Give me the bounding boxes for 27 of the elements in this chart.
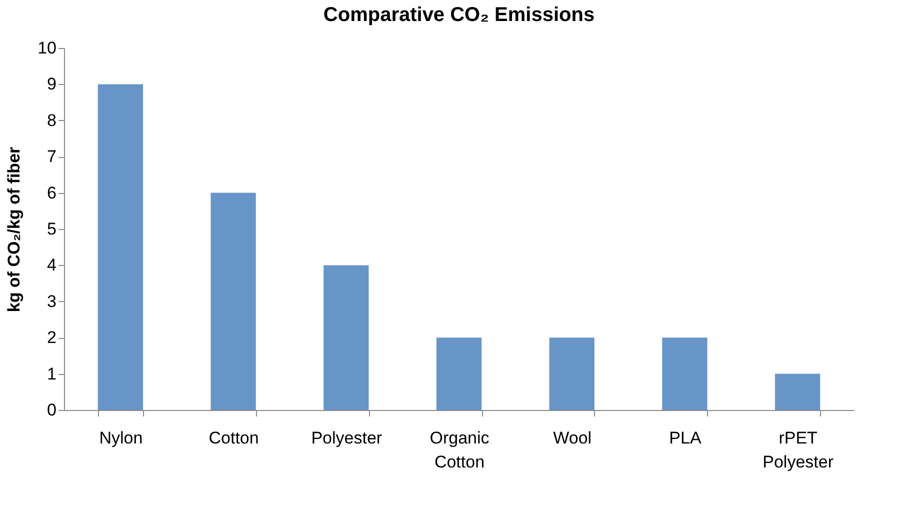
y-tick-label: 9 (47, 74, 56, 94)
x-tick-label: Cotton (208, 428, 259, 448)
bar (98, 84, 143, 410)
y-tick-label: 10 (38, 38, 56, 58)
y-tick-label: 6 (47, 183, 56, 202)
y-axis-title: kg of CO₂/kg of fiber (4, 146, 24, 312)
y-tick-label: 0 (47, 400, 56, 420)
bar (549, 338, 594, 410)
x-tick-label: rPET Polyester (762, 428, 834, 472)
y-tick-label: 7 (47, 147, 56, 166)
y-tick-label: 1 (47, 364, 56, 384)
y-tick-label: 8 (47, 110, 56, 130)
x-tick-label: PLA (669, 428, 702, 448)
y-tick-label: 2 (47, 328, 56, 348)
chart-title: Comparative CO₂ Emissions (323, 4, 595, 26)
y-tick-label: 3 (47, 292, 56, 311)
x-tick-label: Polyester (311, 428, 382, 448)
y-tick-label: 4 (47, 256, 56, 275)
bar (662, 338, 708, 410)
x-tick-label: Wool (553, 428, 592, 448)
bar (775, 374, 820, 410)
x-tick-label: Nylon (99, 428, 143, 448)
bar (210, 192, 256, 410)
bar (324, 265, 369, 410)
x-tick-label: Organic Cotton (430, 428, 490, 472)
y-tick-label: 5 (47, 220, 56, 238)
bar (436, 338, 482, 410)
